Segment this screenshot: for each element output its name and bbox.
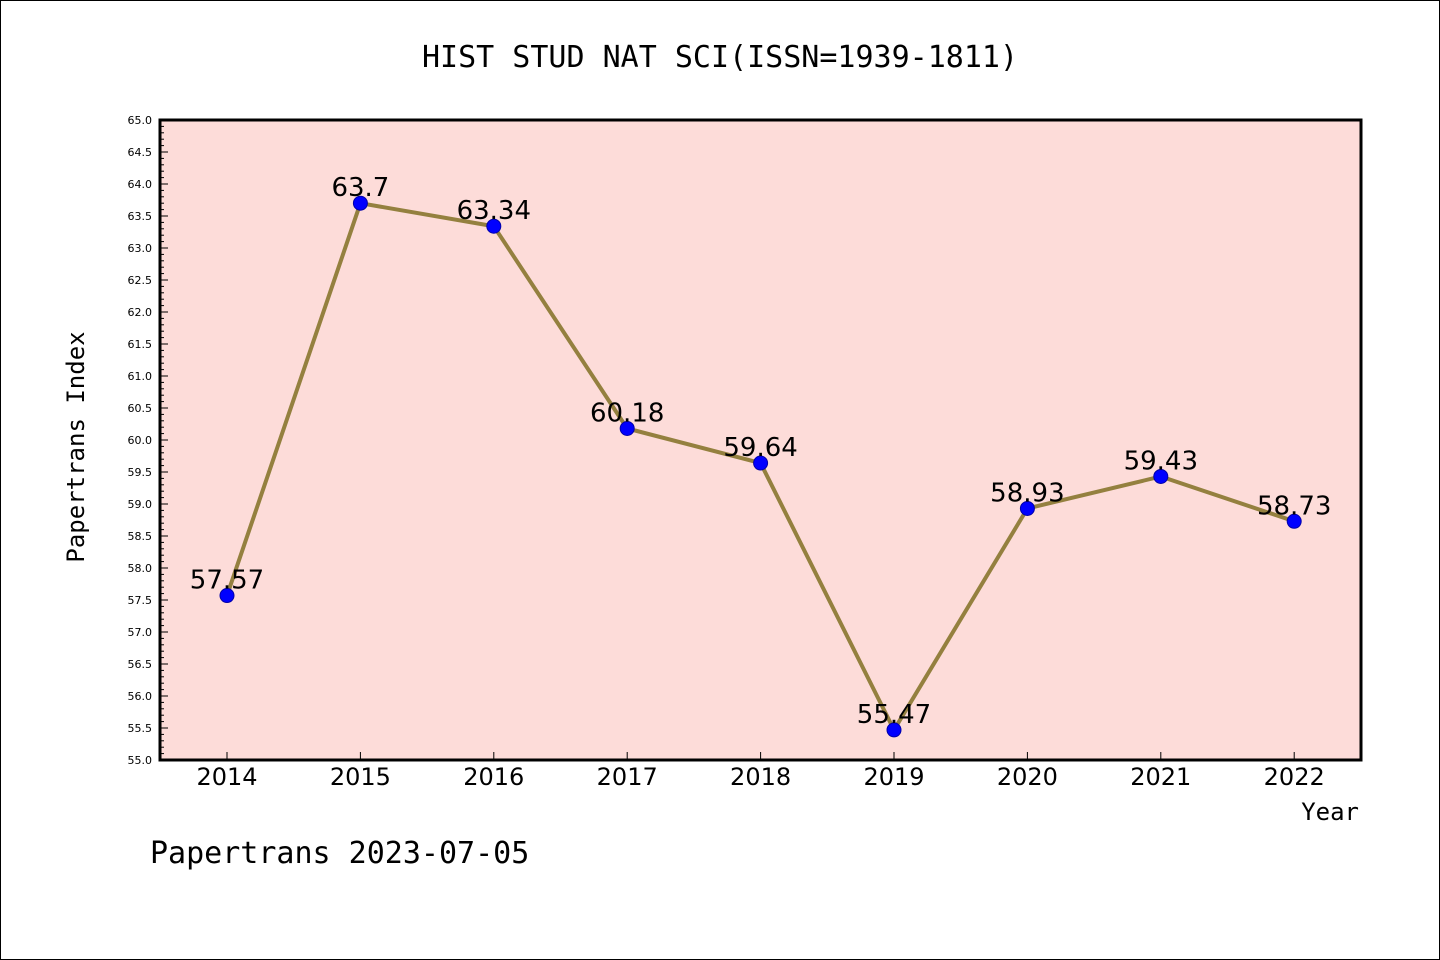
- data-label: 59.64: [723, 433, 797, 463]
- plot-border: [158, 118, 1363, 762]
- data-point-marker: [1019, 500, 1035, 516]
- x-tick-label: 2019: [863, 763, 924, 791]
- data-point-marker: [753, 455, 769, 471]
- y-tick-label: 55.5: [128, 722, 153, 735]
- data-label: 58.93: [990, 478, 1064, 508]
- y-tick-label: 64.5: [128, 146, 153, 159]
- y-tick-label: 61.5: [128, 338, 153, 351]
- y-tick-label: 57.0: [128, 626, 153, 639]
- x-axis-title: Year: [1301, 798, 1359, 826]
- data-point-marker: [352, 195, 368, 211]
- x-tick-label: 2020: [997, 763, 1058, 791]
- x-axis-ticks: 2014 2015 2016 2017 2018 2019 2020 2021 2022: [196, 752, 1325, 791]
- y-tick-label: 59.5: [128, 466, 153, 479]
- y-axis-title: Papertrans Index: [62, 331, 90, 562]
- data-point-marker: [619, 420, 635, 436]
- plot-area: [160, 120, 1361, 760]
- data-point-marker: [886, 722, 902, 738]
- data-labels: 57.57 63.7 63.34 60.18 59.64 55.47 58.93 59.43 5…: [190, 173, 1332, 730]
- y-tick-label: 65.0: [128, 114, 153, 127]
- y-tick-label: 57.5: [128, 594, 153, 607]
- x-tick-label: 2021: [1130, 763, 1191, 791]
- x-tick-label: 2014: [196, 763, 257, 791]
- chart-title: HIST STUD NAT SCI(ISSN=1939-1811): [422, 40, 1018, 75]
- data-label: 63.7: [331, 173, 389, 203]
- x-tick-label: 2016: [463, 763, 524, 791]
- footer-credit: Papertrans 2023-07-05: [150, 836, 529, 871]
- data-label: 59.43: [1124, 446, 1198, 476]
- data-point-marker: [1286, 513, 1302, 529]
- data-label: 55.47: [857, 700, 931, 730]
- x-tick-label: 2015: [330, 763, 391, 791]
- y-tick-label: 60.5: [128, 402, 153, 415]
- data-label: 60.18: [590, 398, 664, 428]
- data-label: 57.57: [190, 566, 264, 596]
- data-label: 58.73: [1257, 491, 1331, 521]
- y-tick-label: 55.0: [128, 754, 153, 767]
- y-tick-label: 64.0: [128, 178, 153, 191]
- data-point-marker: [219, 588, 235, 604]
- y-tick-label: 59.0: [128, 498, 153, 511]
- data-label: 63.34: [457, 196, 531, 226]
- y-tick-label: 63.5: [128, 210, 153, 223]
- data-point-marker: [486, 218, 502, 234]
- series-layer: [219, 195, 1302, 738]
- y-tick-label: 56.5: [128, 658, 153, 671]
- y-tick-label: 62.5: [128, 274, 153, 287]
- x-tick-label: 2018: [730, 763, 791, 791]
- y-tick-label: 56.0: [128, 690, 153, 703]
- y-axis-ticks: 55.0 55.5 56.0 56.5 57.0 57.5 58.0 58.5 59.0 59.5…: [128, 114, 168, 767]
- x-tick-label: 2017: [597, 763, 658, 791]
- y-tick-label: 62.0: [128, 306, 153, 319]
- y-tick-label: 63.0: [128, 242, 153, 255]
- y-tick-label: 58.0: [128, 562, 153, 575]
- y-tick-label: 60.0: [128, 434, 153, 447]
- y-tick-label: 61.0: [128, 370, 153, 383]
- y-tick-label: 58.5: [128, 530, 153, 543]
- x-tick-label: 2022: [1264, 763, 1325, 791]
- data-point-marker: [1153, 468, 1169, 484]
